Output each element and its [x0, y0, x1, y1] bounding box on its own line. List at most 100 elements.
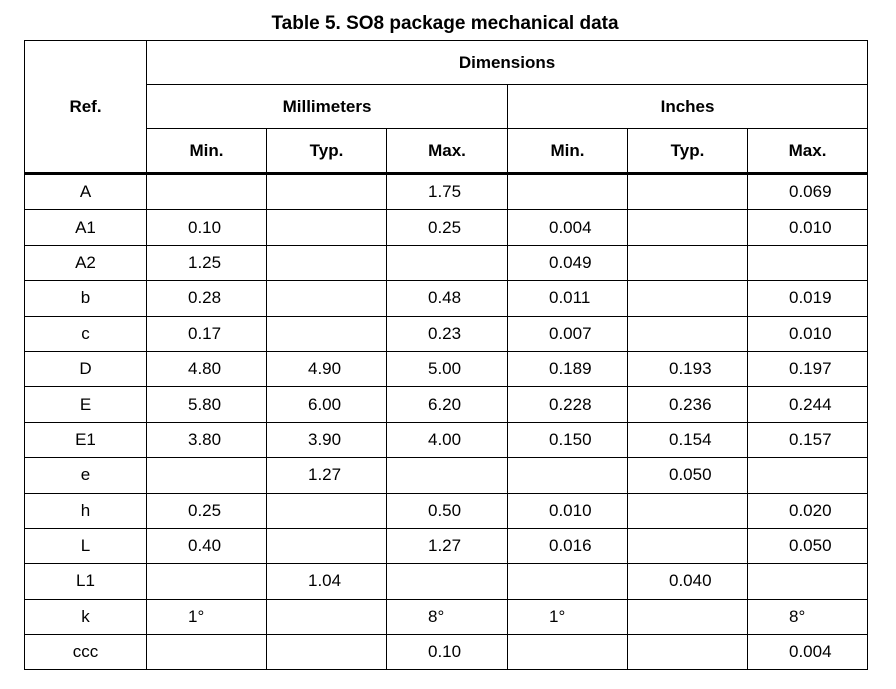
cell-in-typ: [627, 209, 748, 246]
cell-ref: ccc: [24, 634, 147, 671]
cell-mm-max: 4.00: [386, 421, 508, 459]
cell-mm-typ: 1.27: [266, 457, 387, 494]
cell-mm-min: [146, 171, 267, 211]
cell-mm-typ: [266, 244, 387, 282]
table-row: E1 3.80 3.90 4.00 0.150 0.154 0.157: [24, 421, 869, 459]
cell-in-min: [507, 563, 628, 600]
cell-mm-typ: [266, 171, 387, 211]
cell-mm-min: 0.28: [146, 280, 267, 317]
cell-mm-max: 0.50: [386, 492, 508, 529]
cell-in-max: 0.004: [746, 634, 869, 671]
mechanical-data-table: Ref. Dimensions Millimeters Inches Min. …: [24, 40, 869, 671]
cell-mm-typ: [266, 280, 387, 317]
cell-in-typ: [627, 280, 748, 317]
cell-mm-min: [146, 634, 267, 671]
cell-ref: A1: [24, 209, 147, 246]
cell-mm-min: 1.25: [146, 244, 267, 282]
table-title: Table 5. SO8 package mechanical data: [271, 13, 619, 34]
cell-mm-min: [146, 563, 267, 600]
cell-ref: L: [24, 527, 147, 565]
cell-mm-min: 0.10: [146, 209, 267, 246]
header-inches: Inches: [506, 84, 869, 129]
cell-in-typ: [627, 492, 748, 529]
cell-in-min: [507, 634, 628, 671]
cell-in-min: 0.189: [507, 350, 628, 388]
cell-in-typ: 0.236: [627, 386, 748, 423]
cell-mm-max: [386, 563, 508, 600]
cell-in-max: 8°: [746, 598, 869, 636]
cell-mm-typ: 6.00: [266, 386, 387, 423]
header-in-typ: Typ.: [627, 128, 748, 174]
cell-ref: L1: [24, 563, 147, 600]
cell-mm-min: 3.80: [146, 421, 267, 459]
cell-mm-min: 5.80: [146, 386, 267, 423]
cell-in-min: 0.010: [507, 492, 628, 529]
cell-mm-min: 1°: [146, 598, 267, 636]
table-row: D 4.80 4.90 5.00 0.189 0.193 0.197: [24, 350, 869, 388]
cell-in-typ: [627, 598, 748, 636]
cell-ref: e: [24, 457, 147, 494]
cell-mm-typ: 1.04: [266, 563, 387, 600]
cell-ref: b: [24, 280, 147, 317]
cell-in-min: [507, 457, 628, 494]
cell-mm-max: 0.23: [386, 315, 508, 352]
cell-in-max: 0.010: [746, 315, 869, 352]
cell-mm-max: 1.27: [386, 527, 508, 565]
cell-mm-max: 5.00: [386, 350, 508, 388]
cell-in-typ: 0.040: [627, 563, 748, 600]
cell-in-max: 0.010: [746, 209, 869, 246]
cell-mm-max: [386, 457, 508, 494]
cell-ref: E: [24, 386, 147, 423]
header-in-min: Min.: [507, 128, 628, 174]
cell-mm-max: [386, 244, 508, 282]
cell-mm-typ: [266, 598, 387, 636]
cell-in-typ: [627, 244, 748, 282]
table-body: A 1.75 0.069 A1 0.10 0.25 0.004 0.010 A2 1.25 0.04…: [24, 171, 869, 671]
cell-mm-min: 0.40: [146, 527, 267, 565]
cell-mm-typ: 4.90: [266, 350, 387, 388]
cell-in-typ: 0.050: [627, 457, 748, 494]
cell-mm-typ: 3.90: [266, 421, 387, 459]
cell-in-max: 0.069: [746, 171, 869, 211]
cell-mm-typ: [266, 492, 387, 529]
cell-mm-max: 8°: [386, 598, 508, 636]
cell-ref: A: [24, 171, 147, 211]
cell-mm-max: 0.48: [386, 280, 508, 317]
table-row: k 1° 8° 1° 8°: [24, 598, 869, 636]
table-row: A2 1.25 0.049: [24, 244, 869, 282]
cell-in-max: [746, 563, 869, 600]
cell-in-min: 1°: [507, 598, 628, 636]
cell-in-typ: 0.193: [627, 350, 748, 388]
cell-ref: c: [24, 315, 147, 352]
table-row: L 0.40 1.27 0.016 0.050: [24, 527, 869, 565]
cell-in-min: 0.007: [507, 315, 628, 352]
cell-mm-min: [146, 457, 267, 494]
cell-in-typ: [627, 315, 748, 352]
cell-mm-max: 6.20: [386, 386, 508, 423]
cell-ref: D: [24, 350, 147, 388]
cell-mm-typ: [266, 209, 387, 246]
cell-in-max: 0.050: [746, 527, 869, 565]
header-in-max: Max.: [746, 128, 869, 174]
table-row: c 0.17 0.23 0.007 0.010: [24, 315, 869, 352]
header-mm-max: Max.: [386, 128, 508, 174]
cell-in-typ: [627, 634, 748, 671]
table-row: E 5.80 6.00 6.20 0.228 0.236 0.244: [24, 386, 869, 423]
cell-in-min: [507, 171, 628, 211]
header-mm-typ: Typ.: [266, 128, 387, 174]
cell-ref: k: [24, 598, 147, 636]
cell-in-max: 0.197: [746, 350, 869, 388]
cell-in-max: [746, 244, 869, 282]
table-row: A 1.75 0.069: [24, 171, 869, 211]
table-row: b 0.28 0.48 0.011 0.019: [24, 280, 869, 317]
cell-in-max: 0.020: [746, 492, 869, 529]
header-millimeters: Millimeters: [146, 84, 508, 129]
cell-ref: A2: [24, 244, 147, 282]
cell-in-min: 0.228: [507, 386, 628, 423]
header-mm-min: Min.: [146, 128, 267, 174]
cell-in-max: [746, 457, 869, 494]
cell-mm-typ: [266, 315, 387, 352]
header-ref: Ref.: [24, 40, 147, 174]
table-row: e 1.27 0.050: [24, 457, 869, 494]
cell-in-min: 0.150: [507, 421, 628, 459]
